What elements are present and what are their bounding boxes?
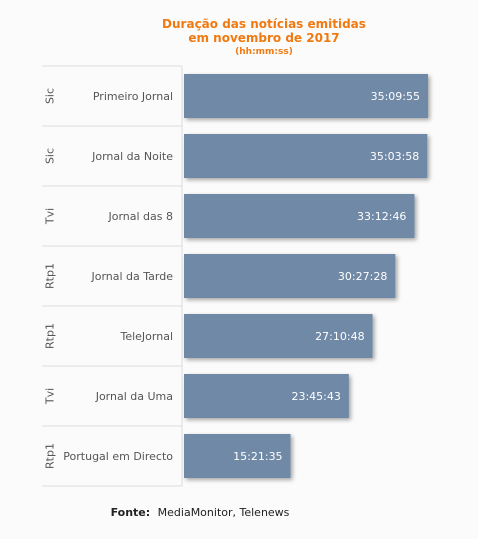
- chart-title-line-2: em novembro de 2017: [188, 31, 339, 45]
- group-label: Sic: [44, 88, 57, 104]
- value-label: 33:12:46: [357, 210, 406, 223]
- group-label: Tvi: [44, 208, 57, 225]
- category-label: Portugal em Directo: [63, 450, 173, 463]
- group-label: Rtp1: [44, 323, 57, 349]
- chart-title: Duração das notícias emitidas: [162, 17, 366, 31]
- category-label: Jornal das 8: [107, 210, 173, 223]
- category-label: Primeiro Jornal: [93, 90, 173, 103]
- chart-source: Fonte: MediaMonitor, Telenews: [111, 506, 290, 519]
- group-label: Rtp1: [44, 263, 57, 289]
- category-label: Jornal da Uma: [95, 390, 173, 403]
- bar: [184, 314, 373, 358]
- bar: [184, 434, 291, 478]
- source-text: MediaMonitor, Telenews: [158, 506, 290, 519]
- category-label: Jornal da Noite: [91, 150, 173, 163]
- value-label: 35:03:58: [370, 150, 419, 163]
- bar: [184, 374, 349, 418]
- bar: [184, 74, 428, 118]
- chart-subtitle: (hh:mm:ss): [235, 47, 293, 57]
- bar: [184, 194, 415, 238]
- value-label: 15:21:35: [233, 450, 282, 463]
- value-label: 27:10:48: [315, 330, 364, 343]
- value-label: 23:45:43: [291, 390, 340, 403]
- category-label: Jornal da Tarde: [90, 270, 173, 283]
- plot-area: Sic Primeiro Jornal 35:09:55 Sic Jornal da N…: [42, 65, 428, 487]
- source-label: Fonte:: [111, 506, 151, 519]
- group-label: Sic: [44, 148, 57, 164]
- bar: [184, 134, 428, 178]
- bar: [184, 254, 396, 298]
- group-label: Tvi: [44, 388, 57, 405]
- group-label: Rtp1: [44, 443, 57, 469]
- value-label: 30:27:28: [338, 270, 387, 283]
- value-label: 35:09:55: [371, 90, 420, 103]
- category-label: TeleJornal: [119, 330, 173, 343]
